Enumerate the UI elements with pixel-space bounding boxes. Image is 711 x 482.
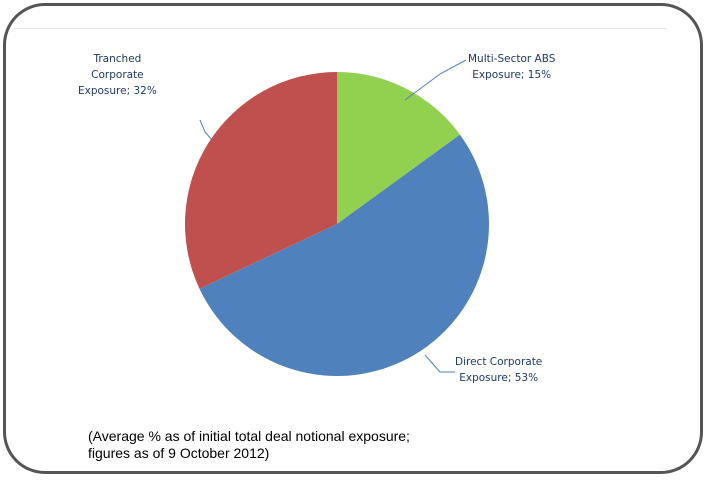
data-label-line: Multi-Sector ABS [468, 53, 556, 65]
caption-line-1: (Average % as of initial total deal noti… [88, 428, 410, 444]
data-label-multi-sector-abs: Multi-Sector ABS Exposure; 15% [468, 51, 555, 83]
data-label-line: Direct Corporate [455, 356, 543, 368]
chart-caption: (Average % as of initial total deal noti… [88, 428, 608, 462]
pie-slice-multi-sector-abs [337, 72, 460, 224]
data-label-line: Exposure; 15% [472, 69, 552, 81]
caption-line-2: figures as of 9 October 2012) [88, 445, 270, 461]
leader-line-multi-sector-abs [404, 59, 467, 101]
pie-slice-tranched-corporate [185, 72, 337, 289]
pie-slice-direct-corporate [199, 134, 490, 377]
data-label-tranched-corporate: Tranched Corporate Exposure; 32% [78, 51, 157, 99]
leader-line-tranched-corporate [199, 119, 213, 141]
leader-line-direct-corporate [424, 354, 455, 373]
data-label-line: Corporate [91, 69, 144, 81]
plot-area-top-border [14, 28, 666, 29]
data-label-line: Exposure; 53% [459, 372, 539, 384]
data-label-line: Tranched [93, 53, 142, 65]
data-label-line: Exposure; 32% [78, 85, 157, 97]
data-label-direct-corporate: Direct Corporate Exposure; 53% [455, 354, 542, 386]
